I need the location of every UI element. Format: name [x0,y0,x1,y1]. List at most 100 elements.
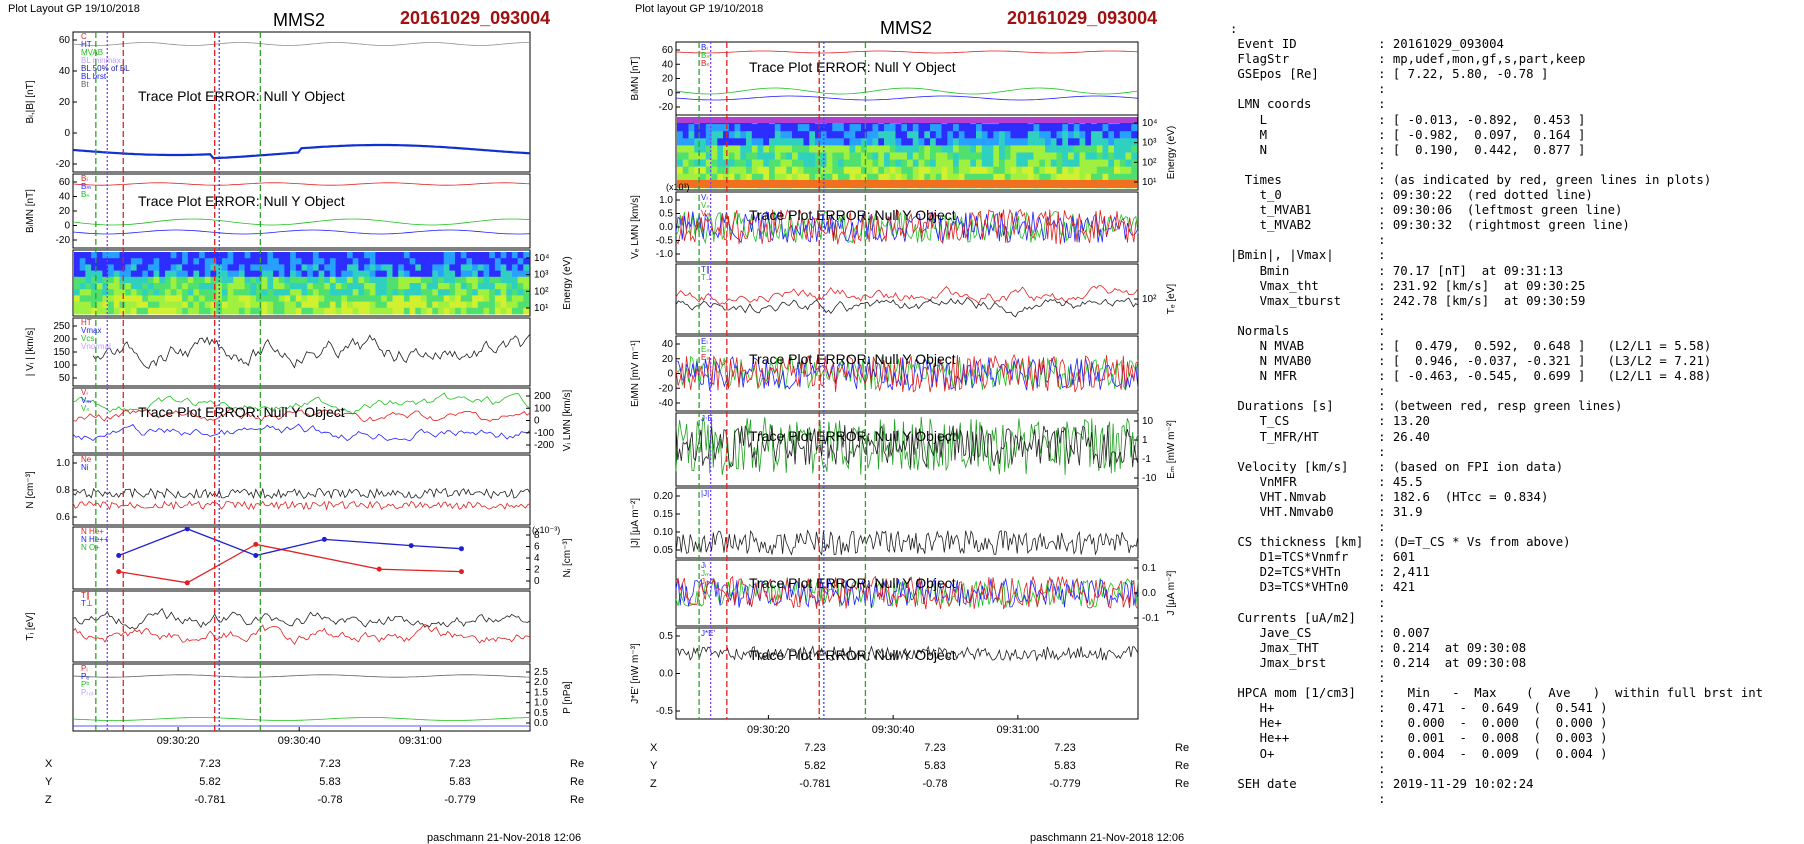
spectrogram-cell [477,295,484,302]
spectrogram-cell [682,124,689,132]
spectrogram-cell [108,270,115,278]
spectrogram-cell [941,152,948,160]
spectrogram-cell [1102,131,1109,139]
spectrogram-cell [792,173,799,182]
position-value: -0.78 [922,778,948,790]
spectrogram-cell [1016,159,1023,168]
spectrogram-cell [723,159,730,168]
spectrogram-cell [318,301,325,309]
spectrogram-cell [244,264,251,271]
spectrogram-cell [341,270,348,278]
spectrogram-cell [1068,131,1075,139]
summary-line: Durations [s] : (between red, resp green… [1230,399,1623,414]
spectrogram-cell [398,276,405,284]
spectrogram-cell [392,289,399,296]
spectrogram-cell [780,173,787,182]
spectrogram-cell [511,252,518,259]
y-axis-label: J*E' [nW m⁻³] [630,643,641,704]
spectrogram-cell [358,276,365,284]
spectrogram-cell [774,131,781,139]
spectrogram-cell [119,252,126,259]
spectrogram-cell [953,124,960,132]
spectrogram-cell [763,166,770,175]
spectrogram-cell [142,276,149,284]
spectrogram-cell [1050,124,1057,132]
spectrogram-cell [803,152,810,160]
spectrogram-cell [895,138,902,146]
y-tick-label: 0.0 [659,669,673,680]
spectrogram-cell [728,173,735,182]
position-value: -0.779 [444,794,476,806]
spectrogram-cell [901,131,908,139]
spectrogram-cell [993,131,1000,139]
spectrogram-cell [970,173,977,182]
spectrogram-cell [426,264,433,271]
spectrogram-cell [809,124,816,132]
position-value: -0.78 [317,794,343,806]
spectrogram-cell [918,166,925,175]
spectrogram-cell [432,289,439,296]
spectrogram-cell [711,145,718,153]
spectrogram-cell [953,138,960,146]
spectrogram-cell [381,270,388,278]
spectrogram-cell [96,258,103,265]
spectrogram-cell [1050,159,1057,168]
spectrogram-cell [728,152,735,160]
spectrogram-cell [352,264,359,271]
spectrogram-cell [700,159,707,168]
spectrogram-cell [494,252,501,259]
spectrogram-cell [221,252,228,259]
spectrogram-cell [125,283,132,290]
spectrogram-cell [324,270,331,278]
summary-line: Jmax_brst : 0.214 at 09:30:08 [1230,655,1527,670]
spectrogram-cell [987,166,994,175]
spectrogram-cell [443,258,450,265]
spectrogram-cell [147,270,154,278]
spectrogram-cell [523,258,530,265]
spectrogram-cell [238,258,245,265]
spectrogram-cell [392,301,399,309]
spectrogram-cell [227,270,234,278]
spectrogram-cell [426,295,433,302]
spectrogram-cell [85,307,92,315]
spectrogram-cell [142,264,149,271]
spectrogram-cell [136,289,143,296]
spectrogram-cell [221,289,228,296]
spectrogram-cell [438,283,445,290]
spectrogram-cell [769,138,776,146]
spectrogram-cell [426,252,433,259]
spectrogram-cell [1085,173,1092,182]
y-tick-label: 40 [662,339,674,350]
y-tick-label: 0.6 [56,512,70,523]
spectrogram-cell [500,270,507,278]
spectrogram-cell [1062,166,1069,175]
y-tick-label: -0.5 [656,236,674,247]
spectrogram-cell [523,276,530,284]
spectrogram-cell [843,166,850,175]
spectrogram-cell [466,289,473,296]
spectrogram-cell [935,145,942,153]
spectrogram-cell [970,124,977,132]
y-tick-label: 0.0 [534,718,548,729]
spectrogram-cell [341,264,348,271]
spectrogram-cell [494,295,501,302]
spectrogram-cell [786,124,793,132]
x-tick-label: 09:31:00 [399,735,442,747]
spectrogram-cell [1062,159,1069,168]
spectrogram-cell [717,173,724,182]
spectrogram-cell [866,152,873,160]
spectrogram-cell [244,295,251,302]
spectrogram-cell [494,276,501,284]
spectrogram-cell [386,264,393,271]
spectrogram-cell [688,145,695,153]
spectrogram-cell [136,295,143,302]
position-row-label: X [45,758,53,770]
spectrogram-cell [165,276,172,284]
spectrogram-cell [1125,173,1132,182]
spectrogram-cell [717,145,724,153]
spectrogram-cell [930,138,937,146]
y-axis-label: Bₗ,|B| [nT] [25,80,36,123]
spectrogram-cell [682,166,689,175]
spectrogram-cell [420,289,427,296]
spectrogram-cell [889,173,896,182]
